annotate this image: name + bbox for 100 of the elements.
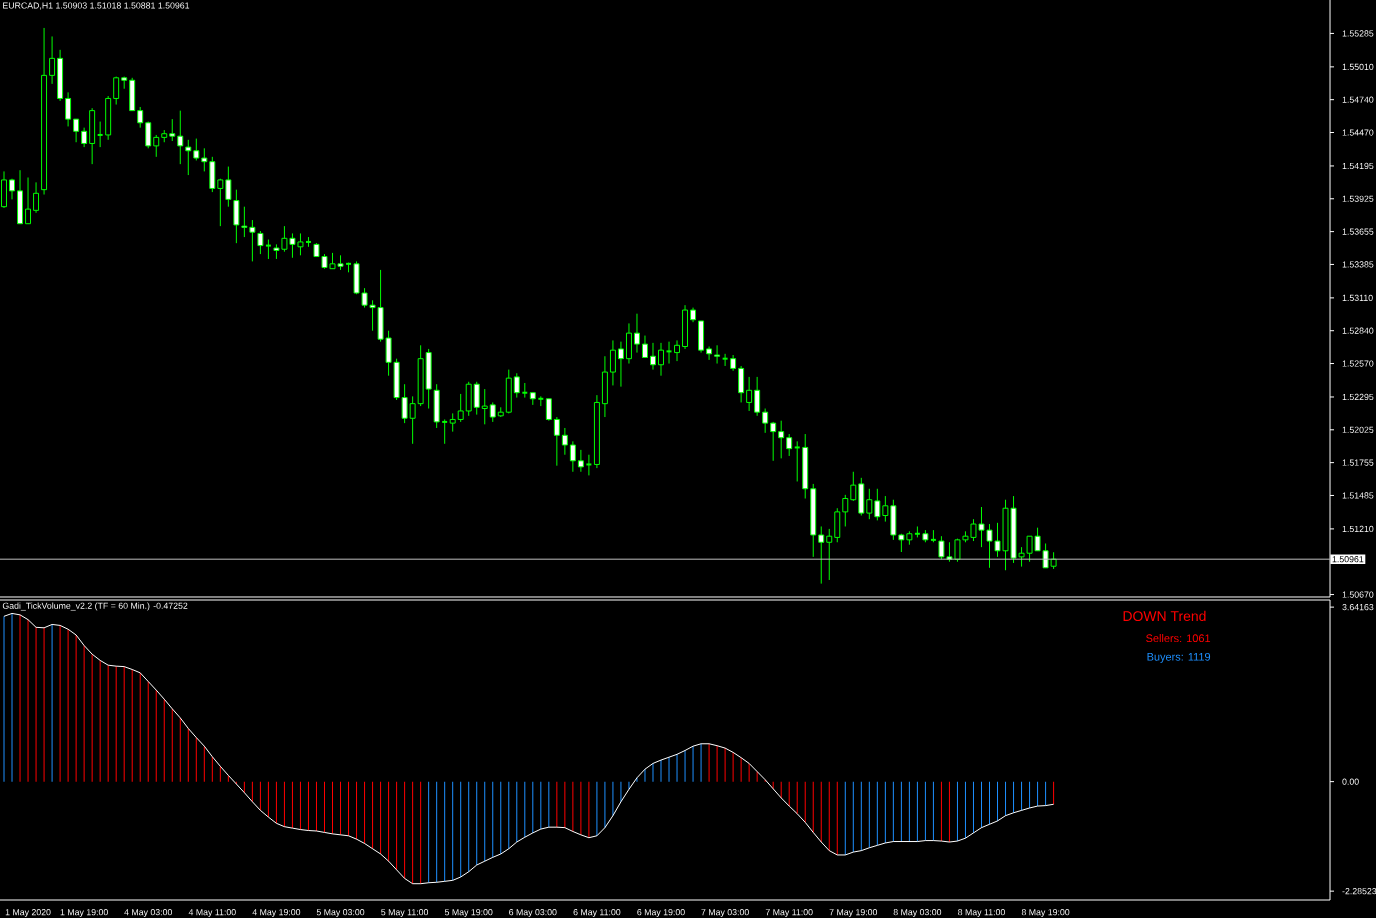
candlestick	[818, 525, 825, 585]
candlestick	[185, 139, 192, 176]
candlestick	[609, 339, 616, 386]
y-tick-label: 1.53110	[1342, 294, 1373, 301]
y-tick-label: 1.53655	[1342, 228, 1374, 235]
y-tick-label: 1.54195	[1342, 162, 1374, 170]
candlestick	[65, 91, 72, 127]
candlestick	[457, 393, 464, 423]
x-tick-label: 5 May 11:00	[381, 909, 429, 917]
x-tick-label: 1 May 2020	[5, 909, 51, 917]
candlestick	[842, 494, 849, 527]
candlestick	[473, 381, 480, 416]
candlestick	[81, 127, 88, 148]
candlestick	[489, 401, 496, 423]
candlestick	[714, 344, 721, 365]
ref-line-label: 1.50961	[1332, 556, 1364, 563]
candlestick	[721, 353, 729, 367]
candlestick	[882, 495, 889, 523]
candlestick	[866, 488, 873, 520]
candlestick	[617, 341, 624, 388]
x-tick-label: 7 May 19:00	[829, 909, 878, 917]
x-tick-label: 5 May 19:00	[444, 909, 493, 917]
candlestick	[96, 121, 104, 148]
candlestick	[449, 412, 456, 433]
candlestick	[113, 76, 120, 106]
candlestick	[225, 166, 232, 208]
chart-title: EURCAD,H1 1.50903 1.51018 1.50881 1.50961	[3, 2, 190, 10]
candlestick	[569, 440, 576, 473]
x-tick-label: 1 May 19:00	[60, 909, 108, 917]
x-tick-label: 7 May 11:00	[765, 909, 813, 917]
candlestick	[585, 454, 593, 476]
y-tick-label: 1.51210	[1342, 525, 1374, 533]
x-tick-label: 6 May 11:00	[573, 909, 621, 917]
y-tick-label: 1.55285	[1342, 30, 1374, 37]
candlestick	[650, 342, 656, 371]
candlestick	[553, 416, 560, 467]
candlestick	[561, 427, 568, 456]
chart-title: Gadi_TickVolume_v2.2 (TF = 60 Min.) -0.47252	[2, 602, 188, 611]
candlestick	[481, 388, 488, 425]
candlestick	[177, 110, 184, 165]
candlestick	[665, 341, 673, 365]
y-tick-label: -2.28523	[1342, 888, 1376, 895]
x-tick-label: 6 May 03:00	[509, 909, 557, 917]
x-tick-label: 7 May 03:00	[701, 909, 749, 917]
y-tick-label: 1.52025	[1342, 426, 1374, 433]
candlestick	[25, 177, 32, 225]
candlestick	[633, 313, 640, 354]
candlestick	[793, 440, 801, 482]
x-tick-label: 4 May 03:00	[124, 909, 172, 917]
candlestick	[513, 372, 520, 399]
annotation: DOWN Trend	[1123, 610, 1206, 622]
candlestick	[577, 449, 584, 473]
candlestick	[786, 433, 793, 457]
y-tick-label: 1.50670	[1342, 591, 1374, 598]
y-tick-label: 1.51485	[1342, 492, 1374, 499]
candlestick	[193, 138, 200, 161]
candlestick	[674, 339, 681, 362]
annotation: Sellers: 1061	[1146, 634, 1211, 643]
y-tick-label: 1.52570	[1342, 360, 1374, 367]
candlestick	[778, 420, 785, 459]
candlestick	[706, 346, 713, 361]
x-tick-label: 6 May 19:00	[637, 909, 685, 917]
x-tick-label: 8 May 11:00	[958, 909, 1005, 917]
y-tick-label: 1.55010	[1342, 63, 1374, 70]
x-tick-label: 4 May 19:00	[252, 909, 301, 917]
y-tick-label: 3.64163	[1342, 604, 1374, 611]
candlestick	[201, 147, 208, 172]
candlestick	[746, 376, 753, 412]
candlestick	[264, 239, 272, 260]
annotation: Buyers: 1119	[1147, 652, 1211, 663]
candlestick	[545, 398, 552, 422]
y-tick-label: 0.00	[1342, 778, 1359, 785]
y-tick-label: 1.54470	[1342, 129, 1374, 136]
candlestick	[169, 118, 176, 142]
candlestick	[257, 230, 264, 255]
y-tick-label: 1.54740	[1342, 96, 1374, 103]
candlestick	[441, 418, 449, 445]
x-tick-label: 4 May 11:00	[188, 909, 236, 917]
y-tick-label: 1.51755	[1342, 459, 1374, 466]
candlestick	[770, 421, 777, 462]
x-tick-label: 8 May 03:00	[893, 909, 942, 917]
candlestick	[153, 134, 160, 158]
x-tick-label: 8 May 19:00	[1021, 909, 1070, 917]
candlestick	[641, 335, 648, 358]
candlestick	[874, 488, 881, 521]
candlestick	[754, 376, 761, 417]
candlestick	[73, 118, 80, 143]
candlestick	[145, 121, 152, 149]
candlestick	[658, 342, 664, 377]
candlestick	[49, 35, 56, 85]
candlestick	[217, 178, 224, 227]
candlestick	[33, 181, 40, 214]
y-tick-label: 1.53925	[1342, 195, 1374, 202]
candlestick	[826, 528, 833, 581]
x-tick-label: 5 May 03:00	[316, 909, 365, 917]
candlestick	[850, 471, 857, 502]
candlestick	[137, 106, 144, 129]
y-tick-label: 1.52295	[1342, 393, 1374, 401]
candlestick	[762, 408, 769, 434]
y-tick-label: 1.52840	[1342, 327, 1374, 334]
